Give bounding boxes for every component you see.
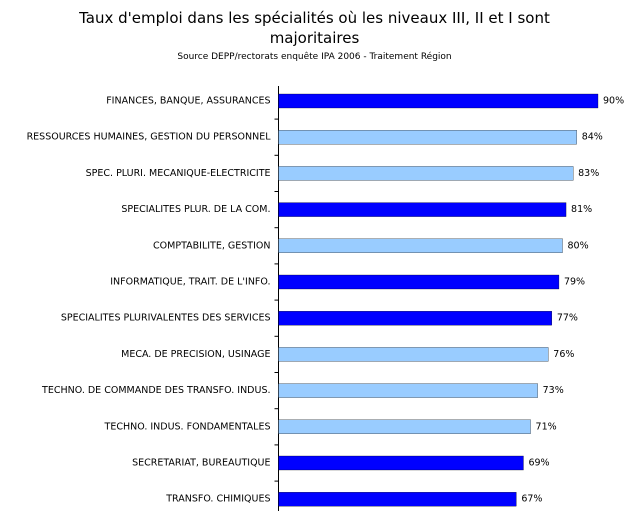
bar bbox=[278, 383, 538, 398]
value-label: 67% bbox=[521, 494, 542, 505]
chart-subtitle: Source DEPP/rectorats enquête IPA 2006 -… bbox=[177, 52, 452, 62]
category-label: TECHNO. DE COMMANDE DES TRANSFO. INDUS. bbox=[41, 385, 270, 396]
category-label: TRANSFO. CHIMIQUES bbox=[165, 494, 270, 505]
bar bbox=[278, 166, 574, 181]
bar bbox=[278, 311, 553, 326]
category-label: SECRETARIAT, BUREAUTIQUE bbox=[132, 458, 270, 469]
category-label: INFORMATIQUE, TRAIT. DE L'INFO. bbox=[110, 277, 270, 288]
bar bbox=[278, 202, 567, 217]
category-label: SPECIALITES PLUR. DE LA COM. bbox=[121, 204, 270, 215]
category-label: MECA. DE PRECISION, USINAGE bbox=[121, 349, 270, 360]
category-label: RESSOURCES HUMAINES, GESTION DU PERSONNE… bbox=[27, 132, 272, 143]
bar bbox=[278, 130, 577, 145]
category-label: FINANCES, BANQUE, ASSURANCES bbox=[106, 96, 270, 107]
value-label: 79% bbox=[564, 277, 585, 288]
bar bbox=[278, 274, 560, 290]
value-label: 83% bbox=[578, 168, 599, 179]
value-label: 69% bbox=[528, 458, 549, 469]
value-label: 77% bbox=[557, 313, 578, 324]
value-label: 76% bbox=[553, 349, 574, 360]
value-label: 71% bbox=[536, 421, 557, 432]
category-label: COMPTABILITE, GESTION bbox=[153, 240, 270, 251]
value-label: 90% bbox=[603, 96, 624, 107]
chart-title: Taux d'emploi dans les spécialités où le… bbox=[79, 9, 550, 47]
category-label: TECHNO. INDUS. FONDAMENTALES bbox=[104, 421, 271, 432]
value-label: 73% bbox=[543, 385, 564, 396]
bar bbox=[278, 492, 517, 507]
category-label: SPECIALITES PLURIVALENTES DES SERVICES bbox=[61, 313, 271, 324]
bar bbox=[278, 238, 563, 253]
value-label: 80% bbox=[568, 240, 589, 251]
category-label: SPEC. PLURI. MECANIQUE-ELECTRICITE bbox=[86, 168, 271, 179]
bar bbox=[278, 347, 549, 362]
value-label: 84% bbox=[582, 132, 603, 143]
bar bbox=[278, 419, 531, 434]
bar bbox=[278, 455, 524, 471]
bar bbox=[278, 93, 599, 109]
value-label: 81% bbox=[571, 204, 592, 215]
